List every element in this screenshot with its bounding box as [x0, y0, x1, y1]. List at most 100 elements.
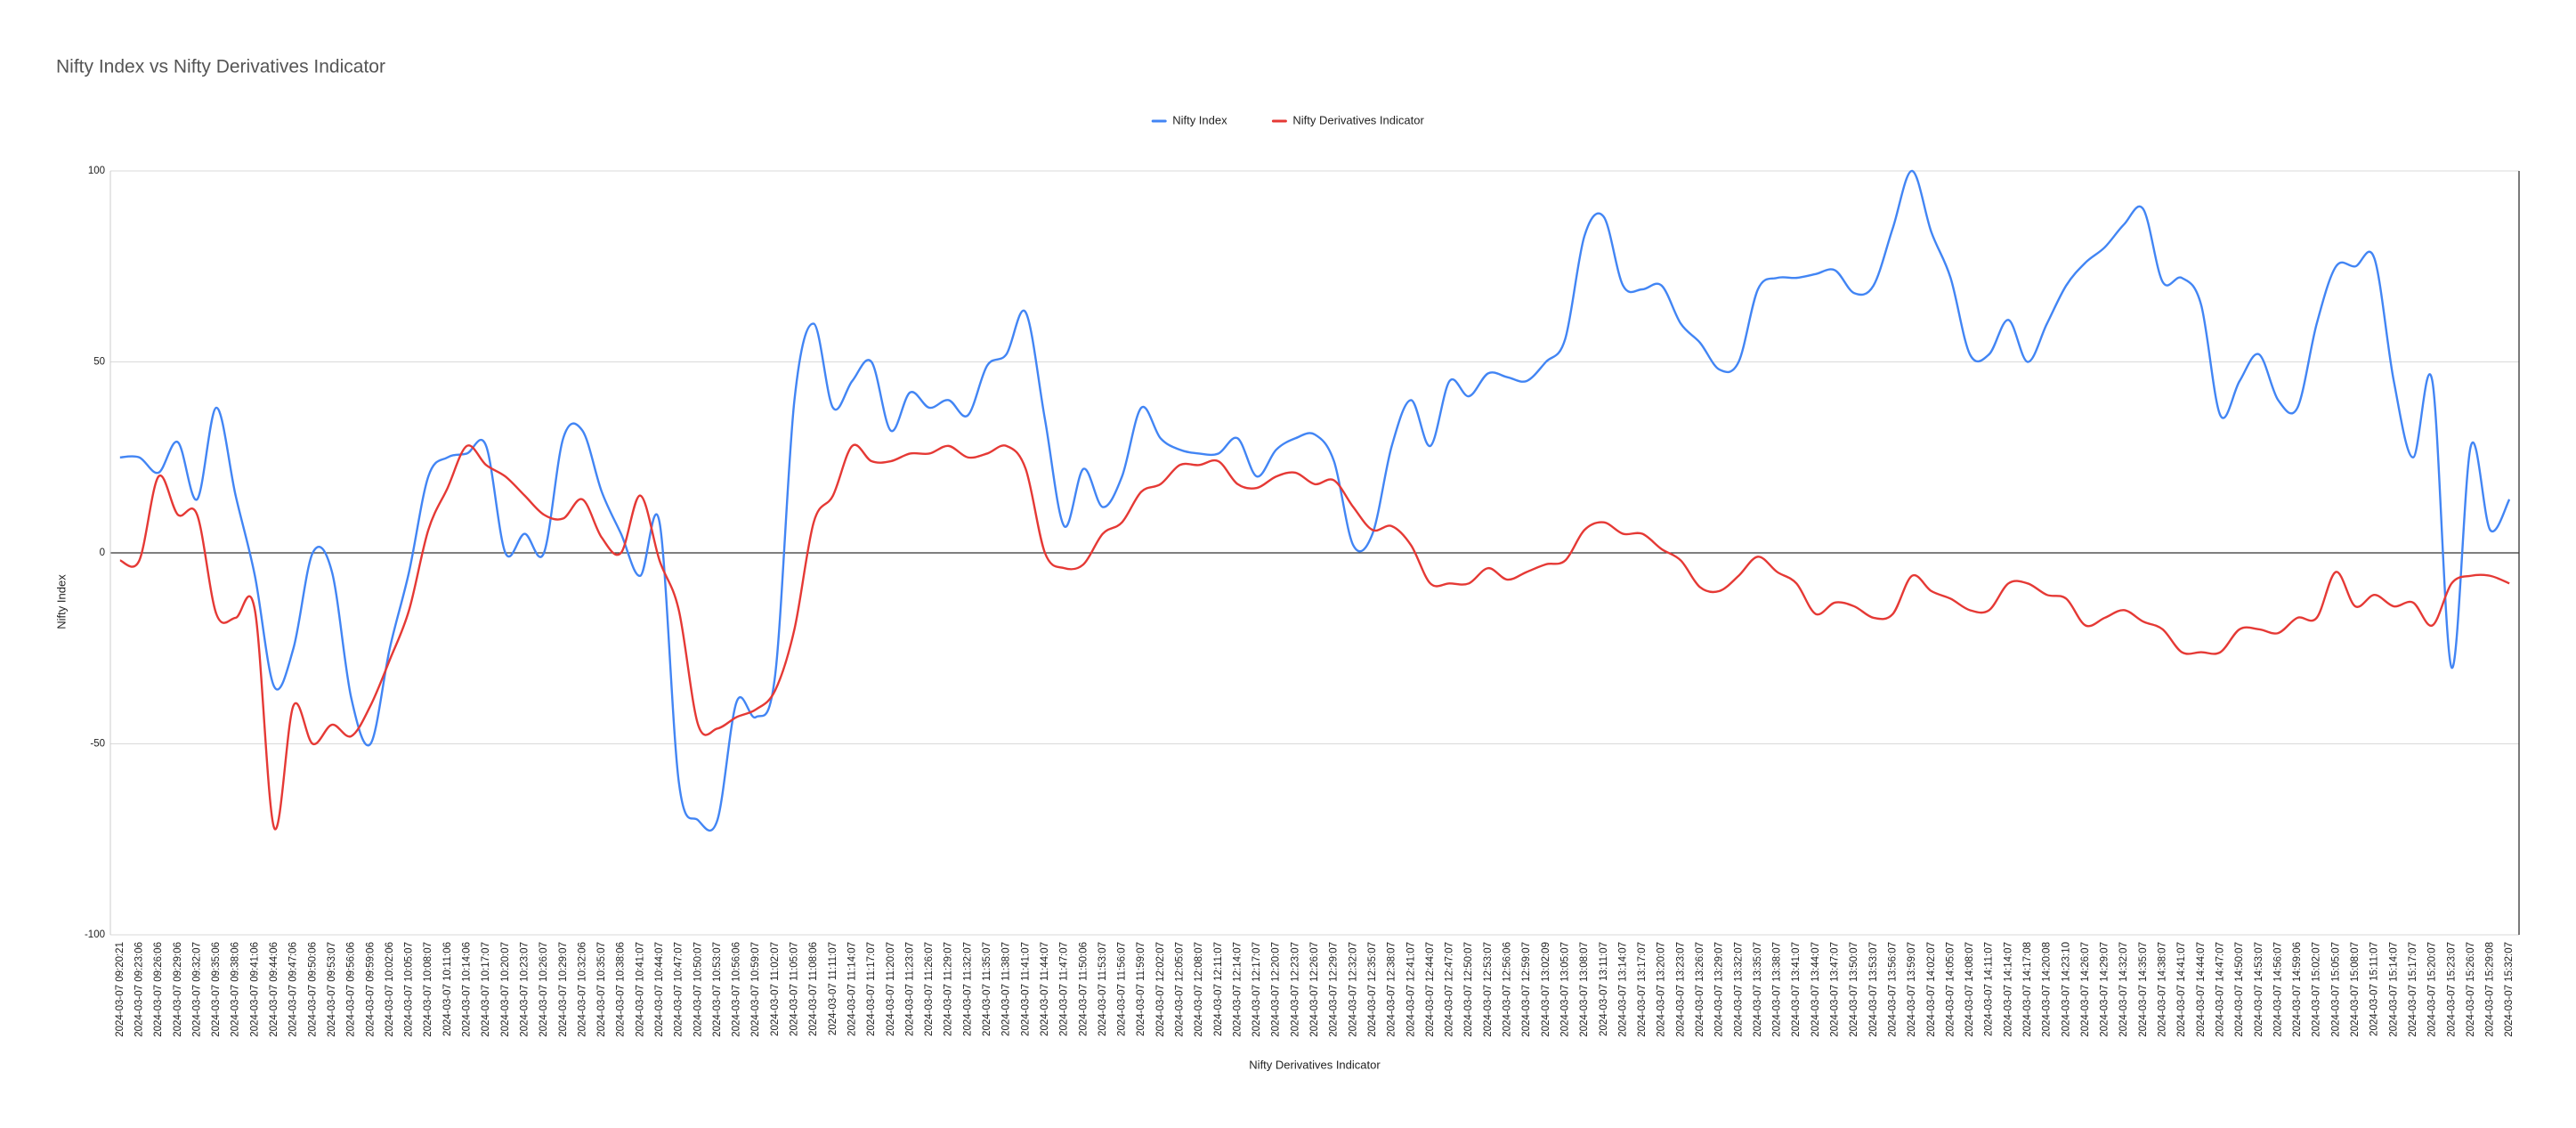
x-tick-label: 2024-03-07 15:14:07 — [2388, 942, 2399, 1037]
x-tick-label: 2024-03-07 14:20:08 — [2042, 942, 2053, 1037]
x-tick-label: 2024-03-07 15:05:07 — [2330, 942, 2341, 1037]
x-tick-label: 2024-03-07 15:20:07 — [2427, 942, 2438, 1037]
x-tick-label: 2024-03-07 12:47:07 — [1445, 942, 1455, 1037]
x-tick-label: 2024-03-07 10:38:06 — [616, 942, 627, 1037]
x-tick-label: 2024-03-07 12:53:07 — [1483, 942, 1494, 1037]
x-tick-label: 2024-03-07 13:26:07 — [1695, 942, 1705, 1037]
x-tick-label: 2024-03-07 13:32:07 — [1733, 942, 1744, 1037]
x-tick-label: 2024-03-07 14:14:07 — [2003, 942, 2013, 1037]
x-tick-label: 2024-03-07 14:08:07 — [1964, 942, 1975, 1037]
series-line — [119, 443, 2510, 831]
x-tick-label: 2024-03-07 10:50:07 — [693, 942, 703, 1037]
x-tick-label: 2024-03-07 14:53:07 — [2254, 942, 2264, 1037]
x-tick-label: 2024-03-07 09:23:06 — [134, 942, 145, 1037]
x-tick-label: 2024-03-07 11:14:07 — [847, 942, 857, 1036]
x-tick-label: 2024-03-07 13:47:07 — [1830, 942, 1841, 1037]
x-tick-label: 2024-03-07 12:26:07 — [1309, 942, 1320, 1037]
x-tick-label: 2024-03-07 10:32:06 — [577, 942, 587, 1037]
x-tick-label: 2024-03-07 10:41:07 — [635, 942, 645, 1037]
x-tick-label: 2024-03-07 10:56:06 — [732, 942, 742, 1037]
x-tick-label: 2024-03-07 15:11:07 — [2369, 942, 2380, 1036]
x-tick-label: 2024-03-07 13:20:07 — [1657, 942, 1667, 1037]
x-tick-label: 2024-03-07 11:47:07 — [1059, 942, 1070, 1036]
x-tick-label: 2024-03-07 11:11:07 — [828, 942, 838, 1035]
x-tick-label: 2024-03-07 11:44:07 — [1040, 942, 1050, 1036]
x-tick-label: 2024-03-07 10:35:07 — [596, 942, 607, 1037]
x-tick-label: 2024-03-07 11:08:06 — [808, 942, 819, 1036]
x-tick-label: 2024-03-07 09:41:06 — [249, 942, 260, 1037]
y-tick-label: -50 — [90, 739, 105, 750]
x-tick-label: 2024-03-07 12:44:07 — [1425, 942, 1436, 1037]
x-tick-label: 2024-03-07 14:56:07 — [2272, 942, 2283, 1037]
x-tick-label: 2024-03-07 13:08:07 — [1579, 942, 1590, 1037]
x-tick-label: 2024-03-07 14:47:07 — [2215, 942, 2225, 1037]
x-tick-label: 2024-03-07 13:56:07 — [1887, 942, 1898, 1037]
x-tick-label: 2024-03-07 12:59:07 — [1521, 942, 1532, 1037]
x-tick-label: 2024-03-07 13:41:07 — [1791, 942, 1802, 1037]
x-tick-label: 2024-03-07 13:11:07 — [1599, 942, 1609, 1036]
x-tick-label: 2024-03-07 11:23:07 — [904, 942, 915, 1036]
x-tick-label: 2024-03-07 14:44:07 — [2196, 942, 2207, 1037]
x-tick-label: 2024-03-07 09:50:06 — [307, 942, 318, 1037]
x-tick-label: 2024-03-07 12:56:06 — [1503, 942, 1513, 1037]
chart-title: Nifty Index vs Nifty Derivatives Indicat… — [56, 57, 385, 77]
x-tick-label: 2024-03-07 14:17:08 — [2022, 942, 2033, 1037]
x-tick-label: 2024-03-07 13:44:07 — [1810, 942, 1821, 1037]
x-tick-label: 2024-03-07 14:05:07 — [1945, 942, 1956, 1037]
x-tick-label: 2024-03-07 14:35:07 — [2138, 942, 2149, 1037]
x-tick-label: 2024-03-07 11:02:07 — [770, 942, 781, 1036]
x-tick-label: 2024-03-07 10:26:07 — [539, 942, 549, 1037]
x-tick-label: 2024-03-07 14:29:07 — [2100, 942, 2110, 1037]
x-tick-label: 2024-03-07 14:02:07 — [1926, 942, 1937, 1037]
x-tick-label: 2024-03-07 15:02:07 — [2312, 942, 2322, 1037]
x-tick-label: 2024-03-07 11:59:07 — [1136, 942, 1146, 1036]
y-tick-label: 100 — [88, 166, 105, 176]
x-tick-label: 2024-03-07 12:41:07 — [1405, 942, 1416, 1037]
x-tick-label: 2024-03-07 09:53:07 — [327, 942, 337, 1037]
x-tick-label: 2024-03-07 12:02:07 — [1155, 942, 1166, 1037]
x-tick-label: 2024-03-07 12:08:07 — [1194, 942, 1204, 1037]
x-tick-label: 2024-03-07 10:59:07 — [750, 942, 761, 1037]
x-tick-label: 2024-03-07 12:50:07 — [1463, 942, 1474, 1037]
x-tick-label: 2024-03-07 14:32:07 — [2118, 942, 2129, 1037]
x-axis-title: Nifty Derivatives Indicator — [1249, 1058, 1381, 1071]
x-tick-label: 2024-03-07 13:29:07 — [1714, 942, 1725, 1037]
x-tick-label: 2024-03-07 10:29:07 — [558, 942, 569, 1037]
x-tick-label: 2024-03-07 10:44:07 — [654, 942, 665, 1037]
x-tick-label: 2024-03-07 09:26:06 — [153, 942, 164, 1037]
x-tick-label: 2024-03-07 15:23:07 — [2446, 942, 2457, 1037]
x-tick-label: 2024-03-07 09:38:06 — [231, 942, 241, 1037]
x-tick-label: 2024-03-07 09:59:06 — [365, 942, 376, 1037]
x-tick-label: 2024-03-07 13:14:07 — [1617, 942, 1628, 1037]
x-tick-label: 2024-03-07 15:29:08 — [2485, 942, 2496, 1037]
y-tick-label: 50 — [93, 357, 105, 368]
x-tick-label: 2024-03-07 13:53:07 — [1868, 942, 1879, 1037]
x-tick-label: 2024-03-07 10:08:07 — [423, 942, 433, 1037]
y-tick-label: 0 — [100, 548, 105, 558]
x-tick-label: 2024-03-07 09:44:06 — [269, 942, 279, 1037]
x-tick-label: 2024-03-07 15:08:07 — [2350, 942, 2361, 1037]
x-tick-label: 2024-03-07 10:05:07 — [404, 942, 415, 1037]
x-tick-label: 2024-03-07 13:38:07 — [1772, 942, 1783, 1037]
x-tick-label: 2024-03-07 11:35:07 — [982, 942, 992, 1036]
x-tick-label: 2024-03-07 10:47:07 — [674, 942, 685, 1037]
x-tick-label: 2024-03-07 14:59:06 — [2292, 942, 2303, 1037]
x-tick-label: 2024-03-07 11:29:07 — [944, 942, 954, 1036]
x-tick-label: 2024-03-07 09:20:21 — [115, 942, 126, 1037]
x-tick-label: 2024-03-07 10:20:07 — [500, 942, 511, 1037]
x-tick-label: 2024-03-07 12:11:07 — [1213, 942, 1224, 1036]
x-tick-label: 2024-03-07 09:35:06 — [211, 942, 222, 1037]
x-tick-label: 2024-03-07 11:50:06 — [1078, 942, 1089, 1036]
x-tick-label: 2024-03-07 14:38:07 — [2158, 942, 2168, 1037]
x-tick-label: 2024-03-07 12:17:07 — [1252, 942, 1262, 1037]
series-line — [119, 169, 2511, 832]
x-tick-label: 2024-03-07 13:17:07 — [1637, 942, 1648, 1037]
x-tick-label: 2024-03-07 13:02:09 — [1541, 942, 1551, 1037]
x-tick-label: 2024-03-07 09:56:06 — [346, 942, 357, 1037]
x-tick-label: 2024-03-07 09:32:07 — [191, 942, 202, 1037]
y-axis-title: Nifty Index — [54, 574, 68, 629]
x-tick-label: 2024-03-07 12:38:07 — [1387, 942, 1397, 1037]
x-tick-label: 2024-03-07 13:59:07 — [1907, 942, 1917, 1037]
